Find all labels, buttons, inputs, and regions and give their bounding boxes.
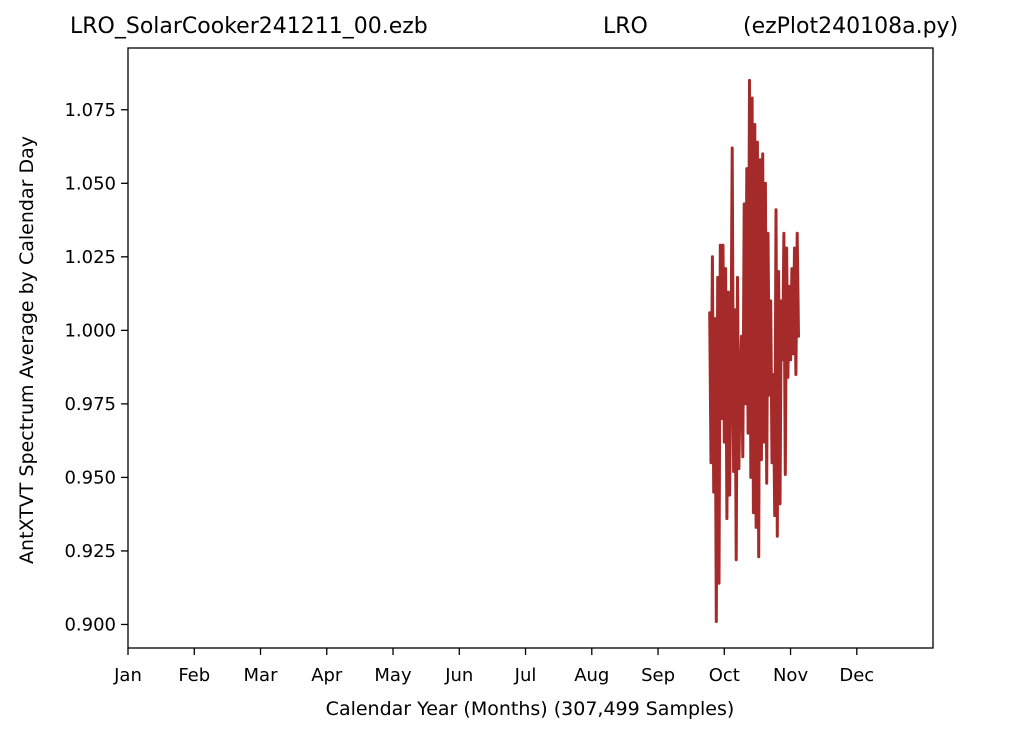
x-axis-label: Calendar Year (Months) (307,499 Samples) xyxy=(326,698,735,720)
plot-area-frame xyxy=(127,47,934,649)
x-tick-label: Dec xyxy=(839,665,874,686)
y-tick-label: 1.025 xyxy=(64,247,116,268)
y-tick-label: 0.950 xyxy=(64,467,116,488)
y-axis-label: AntXTVT Spectrum Average by Calendar Day xyxy=(16,136,38,564)
x-tick-label: Jan xyxy=(113,665,142,686)
y-tick-label: 0.900 xyxy=(64,614,116,635)
chart-title-station: LRO xyxy=(603,14,648,39)
x-tick-label: Jun xyxy=(444,665,473,686)
chart-title-filename: LRO_SolarCooker241211_00.ezb xyxy=(70,14,428,39)
x-tick-label: May xyxy=(374,665,412,686)
x-tick-label: Nov xyxy=(773,665,808,686)
y-axis-ticks: 0.900 0.925 0.950 0.975 1.000 1.025 1.050 1.075 xyxy=(64,100,128,635)
y-tick-label: 1.075 xyxy=(64,100,116,121)
y-tick-label: 1.000 xyxy=(64,320,116,341)
y-tick-label: 1.050 xyxy=(64,173,116,194)
x-tick-label: Oct xyxy=(709,665,740,686)
x-tick-label: Jul xyxy=(514,665,537,686)
series-line xyxy=(708,78,800,623)
y-tick-label: 0.975 xyxy=(64,394,116,415)
x-tick-label: Aug xyxy=(574,665,609,686)
x-tick-label: Mar xyxy=(244,665,279,686)
x-tick-label: Sep xyxy=(641,665,675,686)
x-tick-label: Apr xyxy=(311,665,343,686)
chart-title-script: (ezPlot240108a.py) xyxy=(743,14,959,39)
x-axis-ticks: Jan Feb Mar Apr May Jun Jul Aug Sep Oct Nov Dec xyxy=(113,648,874,686)
x-tick-label: Feb xyxy=(178,665,210,686)
y-tick-label: 0.925 xyxy=(64,541,116,562)
